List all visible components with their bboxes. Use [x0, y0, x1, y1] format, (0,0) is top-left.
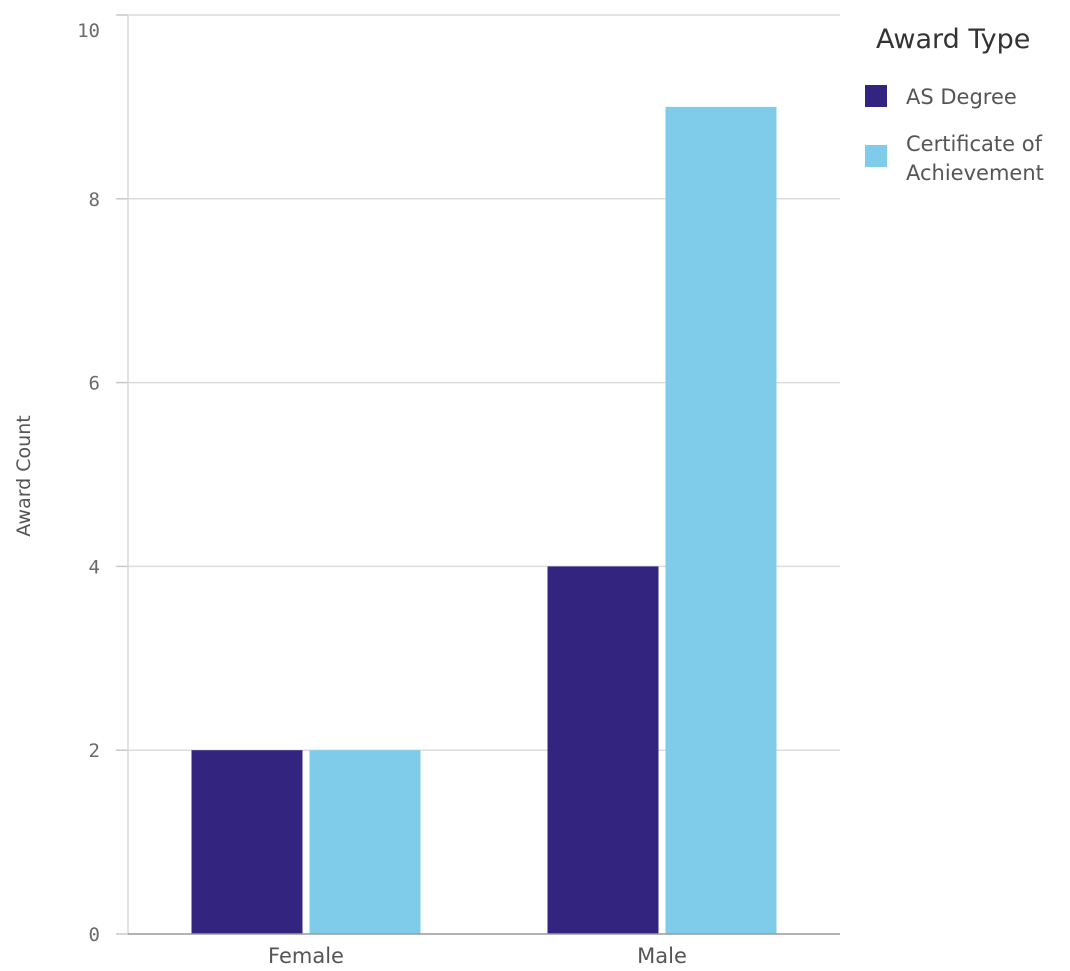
x-category-label: Female	[268, 944, 344, 967]
legend-swatch	[865, 145, 887, 167]
y-tick-label: 8	[89, 189, 100, 211]
legend-label: AS Degree	[906, 85, 1017, 109]
bar	[547, 566, 659, 934]
y-tick-label: 6	[89, 373, 100, 395]
y-tick-label: 10	[77, 20, 100, 42]
bars	[191, 106, 777, 934]
bar	[191, 750, 303, 934]
y-tick-label: 2	[89, 740, 100, 762]
bar	[309, 750, 421, 934]
y-tick-label: 0	[89, 924, 100, 946]
bar	[665, 106, 777, 934]
y-tick-label: 4	[89, 556, 100, 578]
legend-title: Award Type	[876, 24, 1030, 55]
legend-label: Certificate of Achievement	[906, 132, 1044, 185]
axes: 0 2 4 6 8 10 Female Male	[77, 14, 840, 968]
legend-swatch	[865, 85, 887, 107]
y-axis-title: Award Count	[13, 415, 35, 536]
legend: Award Type AS Degree Certificate of Achiev…	[865, 24, 1044, 185]
x-category-label: Male	[637, 944, 687, 967]
